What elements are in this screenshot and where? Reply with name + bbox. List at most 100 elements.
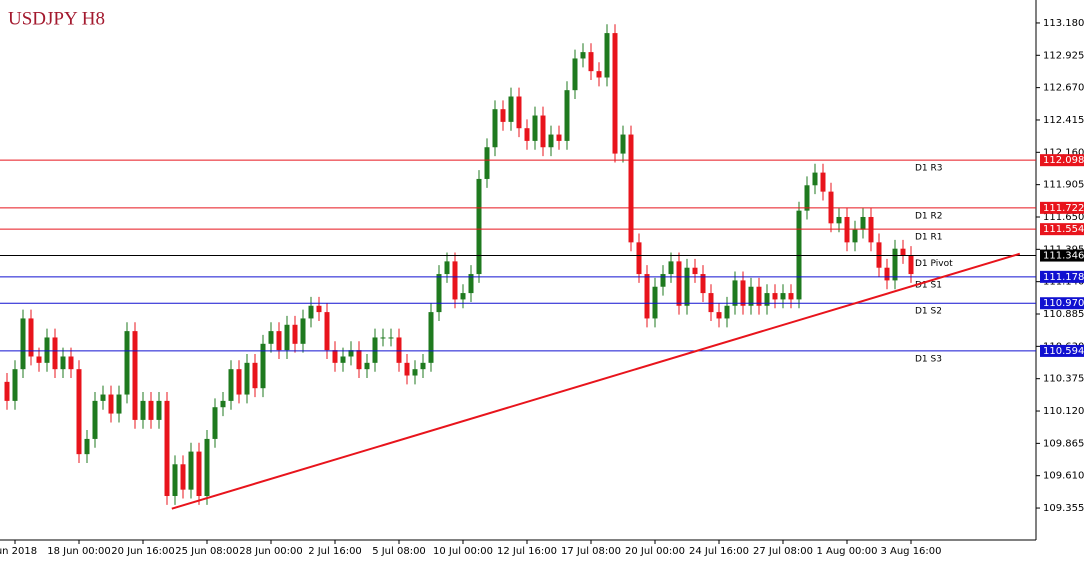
candle-body [484, 147, 490, 179]
candle-body [164, 400, 170, 496]
candle-body [516, 96, 522, 129]
level-tag-label: 111.722 [1043, 203, 1084, 214]
candle-body [156, 400, 162, 420]
candle-body [572, 58, 578, 91]
candle-body [900, 248, 906, 256]
candle-body [12, 369, 18, 401]
candle-body [428, 312, 434, 363]
candle-body [684, 267, 690, 306]
level-name: D1 Pivot [915, 259, 953, 269]
y-tick-label: 112.670 [1043, 83, 1084, 94]
level-tag [1040, 249, 1084, 262]
y-tick-label: 111.905 [1043, 180, 1084, 191]
candle-body [772, 293, 778, 300]
x-tick-label: 10 Jul 00:00 [433, 546, 493, 557]
candle-body [596, 71, 602, 78]
candle-body [796, 210, 802, 300]
candle-body [748, 286, 754, 306]
level-tag-label: 110.970 [1043, 298, 1084, 309]
candle-body [244, 362, 250, 395]
candle-body [172, 464, 178, 496]
candle-body [628, 134, 634, 243]
candle-body [292, 324, 298, 344]
level-tag-label: 112.098 [1043, 155, 1084, 166]
candle-body [604, 33, 610, 78]
candle-body [404, 362, 410, 376]
level-name: D1 R2 [915, 211, 943, 221]
y-tick-label: 112.415 [1043, 115, 1084, 126]
y-tick-label: 109.865 [1043, 438, 1084, 449]
level-tag-label: 110.594 [1043, 346, 1084, 357]
candle-body [492, 109, 498, 148]
candle-body [364, 362, 370, 370]
candle-body [180, 464, 186, 490]
candle-body [372, 337, 378, 363]
candle-body [228, 369, 234, 401]
candle-body [836, 216, 842, 224]
candle-body [668, 261, 674, 275]
x-tick-label: 12 Jul 16:00 [497, 546, 557, 557]
candle-body [84, 438, 90, 455]
y-tick-label: 113.180 [1043, 18, 1084, 29]
candle-body [380, 337, 386, 339]
y-tick-label: 110.375 [1043, 374, 1084, 385]
candle-body [660, 274, 666, 287]
candle-body [804, 185, 810, 211]
y-tick-label: 112.160 [1043, 147, 1084, 158]
candle-body [756, 286, 762, 306]
candle-body [68, 356, 74, 370]
candle-body [76, 369, 82, 455]
candle-body [108, 394, 114, 414]
x-tick-label: 2 Jul 16:00 [308, 546, 362, 557]
x-tick-label: 20 Jul 00:00 [625, 546, 685, 557]
candle-body [532, 115, 538, 141]
candle-body [676, 261, 682, 306]
candle-body [644, 274, 650, 319]
candle-body [460, 293, 466, 300]
candle-body [548, 134, 554, 148]
level-name: D1 S1 [915, 280, 942, 290]
candle-body [500, 109, 506, 122]
candle-body [260, 343, 266, 389]
level-tag [1040, 344, 1084, 357]
x-tick-label: 17 Jul 08:00 [561, 546, 621, 557]
candle-body [708, 293, 714, 313]
candle-body [36, 356, 42, 363]
candle-body [876, 242, 882, 268]
x-tick-label: 24 Jul 16:00 [689, 546, 749, 557]
candle-body [388, 337, 394, 339]
candle-body [812, 172, 818, 186]
candle-body [324, 312, 330, 351]
y-tick-label: 109.610 [1043, 471, 1084, 482]
candle-body [20, 318, 26, 370]
candle-body [820, 172, 826, 192]
candle-body [332, 350, 338, 363]
candle-body [92, 400, 98, 439]
candle-body [204, 438, 210, 496]
candle-body [148, 400, 154, 420]
candle-body [780, 293, 786, 300]
x-tick-label: 27 Jul 08:00 [753, 546, 813, 557]
candle-body [556, 134, 562, 141]
level-tag-label: 111.554 [1043, 224, 1084, 235]
candle-body [348, 350, 354, 357]
candle-body [612, 33, 618, 154]
candle-body [452, 261, 458, 300]
x-tick-label: 28 Jun 00:00 [239, 546, 303, 557]
y-tick-label: 112.925 [1043, 50, 1084, 61]
candle-body [308, 305, 314, 319]
candle-body [4, 381, 10, 401]
candle-body [124, 331, 130, 395]
trendline [171, 252, 1021, 510]
candle-body [52, 337, 58, 370]
x-tick-label: 3 Aug 16:00 [880, 546, 941, 557]
candle-body [620, 134, 626, 154]
level-tag [1040, 154, 1084, 167]
candle-body [884, 267, 890, 281]
candle-body [540, 115, 546, 148]
candle-body [436, 274, 442, 313]
candle-body [588, 52, 594, 72]
candle-body [692, 267, 698, 275]
candle-body [212, 407, 218, 439]
candle-body [724, 305, 730, 319]
